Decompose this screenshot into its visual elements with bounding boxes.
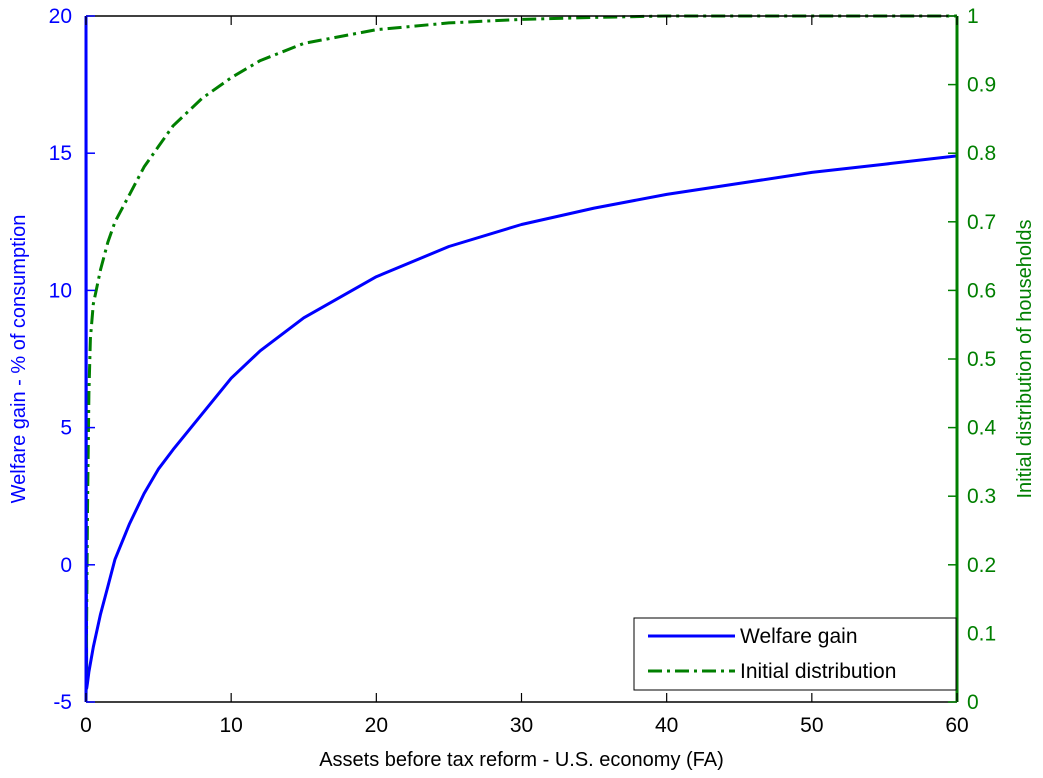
x-tick-label: 20 [365,714,388,737]
y-left-tick-label: 15 [49,142,72,165]
y-right-tick-label: 0.8 [967,142,996,165]
x-tick-label: 60 [945,714,968,737]
y-left-tick-label: -5 [53,691,72,714]
y-right-tick-label: 0.7 [967,211,996,234]
y-right-tick-label: 0 [967,691,979,714]
legend-box [633,617,957,691]
x-tick-label: 0 [80,714,92,737]
y-left-tick-label: 0 [60,554,72,577]
y-right-tick-label: 0.9 [967,74,996,97]
y-left-tick-label: 20 [49,5,72,28]
legend-label-welfare-gain: Welfare gain [740,625,858,648]
series-line-welfare-gain [84,15,958,690]
y-axis-right-label: Initial distribution of households [1014,219,1036,498]
series-line-initial-distribution [84,14,957,703]
legend: Welfare gain Initial distribution [633,617,957,691]
y-right-tick-label: 0.2 [967,554,996,577]
x-tick-label: 50 [800,714,823,737]
y-left-tick-label: 10 [49,279,72,302]
y-left-tick-label: 5 [60,417,72,440]
y-right-tick-label: 0.6 [967,279,996,302]
x-tick-label: 10 [219,714,242,737]
y-right-tick-label: 0.3 [967,485,996,508]
y-axis-left-label: Welfare gain - % of consumption [8,215,30,504]
y-right-tick-label: 1 [967,5,979,28]
x-axis-label: Assets before tax reform - U.S. economy … [319,749,724,771]
y-right-tick-label: 0.4 [967,417,997,440]
legend-label-initial-distribution: Initial distribution [740,660,896,683]
x-tick-label: 30 [510,714,533,737]
x-tick-label: 40 [655,714,678,737]
y-right-tick-label: 0.1 [967,622,996,645]
y-right-tick-label: 0.5 [967,348,996,371]
